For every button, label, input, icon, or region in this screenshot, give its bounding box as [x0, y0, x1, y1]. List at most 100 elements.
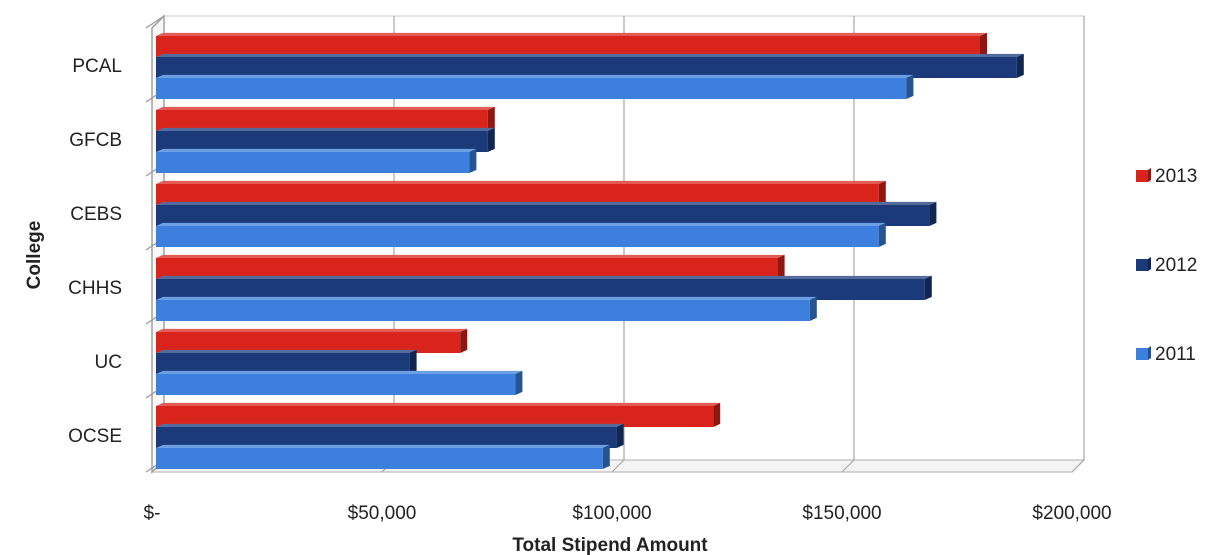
legend-swatch-depth — [1148, 257, 1151, 271]
bar-face — [156, 279, 925, 300]
y-tick-label: CHHS — [68, 278, 122, 299]
bar-end — [469, 148, 477, 173]
bar-cebs-2011 — [156, 222, 886, 247]
bar-face — [156, 131, 488, 152]
x-axis-label: Total Stipend Amount — [512, 535, 708, 555]
legend-swatch-2012 — [1136, 259, 1148, 271]
bar-end — [460, 328, 468, 353]
bar-series — [156, 32, 1024, 469]
x-tick-label: $50,000 — [348, 503, 417, 524]
bar-top — [156, 74, 914, 78]
bar-end — [1016, 53, 1024, 78]
bar-uc-2013 — [156, 328, 468, 353]
y-tick-label: CEBS — [70, 204, 122, 225]
y-tick-label: PCAL — [72, 56, 122, 77]
gridline-floor — [611, 459, 625, 473]
bar-face — [156, 152, 470, 173]
bar-face — [156, 36, 980, 57]
category-tick — [145, 15, 165, 29]
bar-end — [929, 201, 937, 226]
bar-end — [980, 32, 987, 57]
bar-face — [156, 332, 461, 353]
bar-top — [156, 275, 932, 279]
bar-face — [156, 258, 778, 279]
bar-chhs-2012 — [156, 275, 932, 300]
bar-uc-2012 — [156, 349, 417, 374]
bar-top — [156, 254, 785, 258]
bar-uc-2011 — [156, 370, 523, 395]
bar-top — [156, 444, 610, 448]
bar-cebs-2013 — [156, 180, 886, 205]
bar-end — [515, 370, 523, 395]
bar-pcal-2011 — [156, 74, 914, 99]
bar-ocse-2013 — [156, 402, 721, 427]
legend: 2013 2012 2011 — [1136, 166, 1197, 365]
bar-face — [156, 374, 516, 395]
x-tick-label: $150,000 — [802, 503, 881, 524]
bar-top — [156, 402, 721, 406]
bar-top — [156, 423, 624, 427]
bar-face — [156, 406, 714, 427]
bar-chhs-2013 — [156, 254, 785, 279]
bar-face — [156, 427, 617, 448]
bar-end — [713, 402, 721, 427]
bar-gfcb-2012 — [156, 127, 495, 152]
bar-top — [156, 349, 417, 353]
legend-label-2011: 2011 — [1155, 344, 1196, 365]
bar-face — [156, 57, 1017, 78]
bar-end — [602, 444, 610, 469]
bar-face — [156, 184, 879, 205]
gridline-floor — [1071, 459, 1085, 473]
x-tick-labels: $- $50,000 $100,000 $150,000 $200,000 — [144, 503, 1112, 524]
bar-face — [156, 110, 488, 131]
bar-face — [156, 226, 879, 247]
bar-face — [156, 205, 930, 226]
bar-face — [156, 353, 410, 374]
bar-top — [156, 32, 987, 36]
bar-face — [156, 448, 603, 469]
y-tick-label: UC — [95, 352, 122, 373]
bar-top — [156, 296, 817, 300]
legend-swatch-2013 — [1136, 170, 1148, 182]
x-tick-label: $- — [144, 503, 161, 524]
y-tick-label: OCSE — [68, 426, 122, 447]
bar-end — [616, 423, 624, 448]
bar-top — [156, 53, 1024, 57]
legend-swatch-depth — [1148, 168, 1151, 182]
gridline-floor — [841, 459, 855, 473]
bar-top — [156, 106, 495, 110]
legend-label-2012: 2012 — [1155, 255, 1197, 276]
bar-top — [156, 222, 886, 226]
bar-end — [487, 127, 495, 152]
bar-top — [156, 127, 495, 131]
bar-end — [809, 296, 817, 321]
bar-face — [156, 78, 907, 99]
y-tick-label: GFCB — [69, 130, 122, 151]
bar-top — [156, 148, 477, 152]
bar-pcal-2013 — [156, 32, 987, 57]
legend-label-2013: 2013 — [1155, 166, 1197, 187]
bar-end — [878, 222, 886, 247]
bar-chhs-2011 — [156, 296, 817, 321]
bar-face — [156, 300, 810, 321]
bar-pcal-2012 — [156, 53, 1024, 78]
bar-end — [487, 106, 495, 131]
bar-top — [156, 328, 468, 332]
bar-top — [156, 370, 523, 374]
bar-ocse-2011 — [156, 444, 610, 469]
bar-end — [409, 349, 417, 374]
bar-top — [156, 201, 937, 205]
bar-top — [156, 180, 886, 184]
bar-end — [906, 74, 914, 99]
x-tick-label: $100,000 — [572, 503, 651, 524]
y-tick-labels: PCAL GFCB CEBS CHHS UC OCSE — [68, 56, 122, 447]
legend-swatch-2011 — [1136, 348, 1148, 360]
x-tick-label: $200,000 — [1032, 503, 1111, 524]
bar-gfcb-2011 — [156, 148, 477, 173]
bar-end — [924, 275, 932, 300]
bar-end — [777, 254, 785, 279]
bar-gfcb-2013 — [156, 106, 495, 131]
bar-cebs-2012 — [156, 201, 937, 226]
bar-end — [878, 180, 886, 205]
